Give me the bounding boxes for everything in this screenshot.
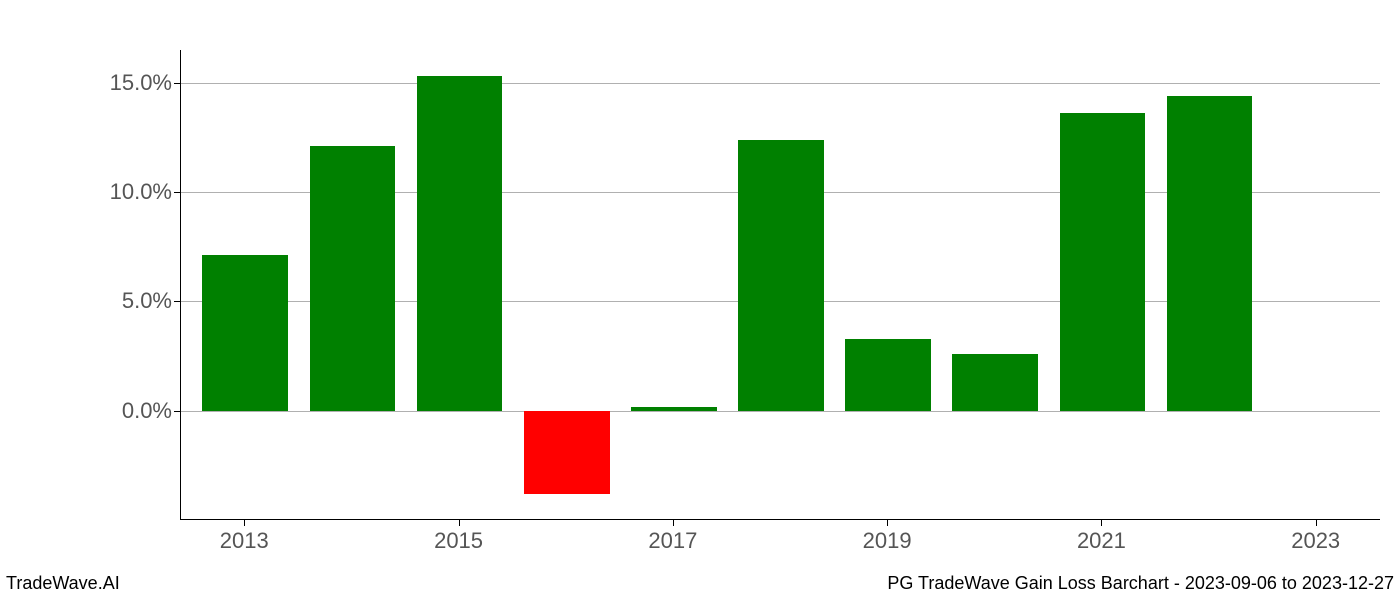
bar xyxy=(310,146,396,411)
footer-left-label: TradeWave.AI xyxy=(6,573,120,594)
x-tick-label: 2013 xyxy=(220,528,269,554)
gridline xyxy=(181,411,1380,412)
plot-area xyxy=(180,50,1380,520)
chart-container: TradeWave.AI PG TradeWave Gain Loss Barc… xyxy=(0,0,1400,600)
x-tick-label: 2021 xyxy=(1077,528,1126,554)
x-tick-mark xyxy=(1316,520,1317,526)
bar xyxy=(417,76,503,410)
bar xyxy=(202,255,288,410)
x-tick-mark xyxy=(887,520,888,526)
x-tick-label: 2017 xyxy=(648,528,697,554)
y-tick-mark xyxy=(174,301,180,302)
x-tick-label: 2015 xyxy=(434,528,483,554)
bar xyxy=(952,354,1038,411)
y-tick-mark xyxy=(174,83,180,84)
y-tick-mark xyxy=(174,411,180,412)
bar xyxy=(1167,96,1253,411)
y-tick-mark xyxy=(174,192,180,193)
x-tick-mark xyxy=(1101,520,1102,526)
y-tick-label: 10.0% xyxy=(110,179,172,205)
x-tick-mark xyxy=(244,520,245,526)
x-tick-label: 2023 xyxy=(1291,528,1340,554)
y-tick-label: 5.0% xyxy=(122,288,172,314)
footer-right-label: PG TradeWave Gain Loss Barchart - 2023-0… xyxy=(887,573,1394,594)
bar xyxy=(631,407,717,410)
y-tick-label: 0.0% xyxy=(122,398,172,424)
bar xyxy=(845,339,931,411)
x-tick-label: 2019 xyxy=(863,528,912,554)
bar xyxy=(524,411,610,494)
y-tick-label: 15.0% xyxy=(110,70,172,96)
bar xyxy=(738,140,824,411)
x-tick-mark xyxy=(673,520,674,526)
gridline xyxy=(181,83,1380,84)
x-tick-mark xyxy=(459,520,460,526)
bar xyxy=(1060,113,1146,410)
